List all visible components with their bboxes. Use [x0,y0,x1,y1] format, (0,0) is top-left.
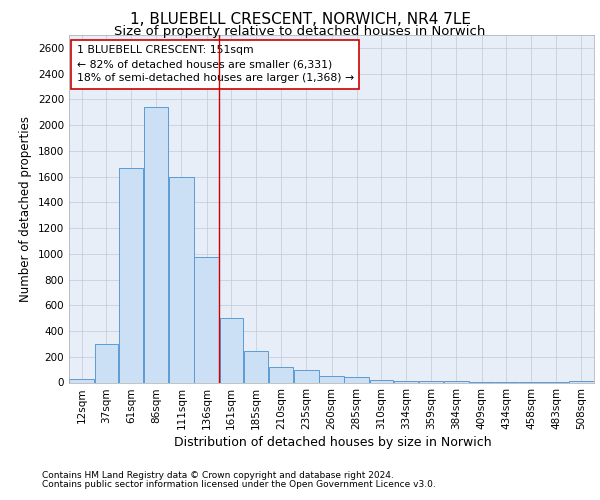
Bar [119,168,143,382]
Bar [394,380,418,382]
Bar [244,351,268,382]
Text: Distribution of detached houses by size in Norwich: Distribution of detached houses by size … [174,436,492,449]
Y-axis label: Number of detached properties: Number of detached properties [19,116,32,302]
Bar [419,381,443,382]
Bar [144,107,169,382]
Text: Contains public sector information licensed under the Open Government Licence v3: Contains public sector information licen… [42,480,436,489]
Bar [294,370,319,382]
Bar [95,344,118,383]
Text: 1, BLUEBELL CRESCENT, NORWICH, NR4 7LE: 1, BLUEBELL CRESCENT, NORWICH, NR4 7LE [130,12,470,28]
Bar [370,380,393,382]
Bar [319,376,344,382]
Bar [569,381,593,382]
Bar [70,380,94,382]
Bar [344,376,369,382]
Bar [269,367,293,382]
Bar [194,257,219,382]
Text: Contains HM Land Registry data © Crown copyright and database right 2024.: Contains HM Land Registry data © Crown c… [42,471,394,480]
Bar [220,318,243,382]
Bar [169,176,194,382]
Text: 1 BLUEBELL CRESCENT: 151sqm
← 82% of detached houses are smaller (6,331)
18% of : 1 BLUEBELL CRESCENT: 151sqm ← 82% of det… [77,46,354,84]
Text: Size of property relative to detached houses in Norwich: Size of property relative to detached ho… [115,25,485,38]
